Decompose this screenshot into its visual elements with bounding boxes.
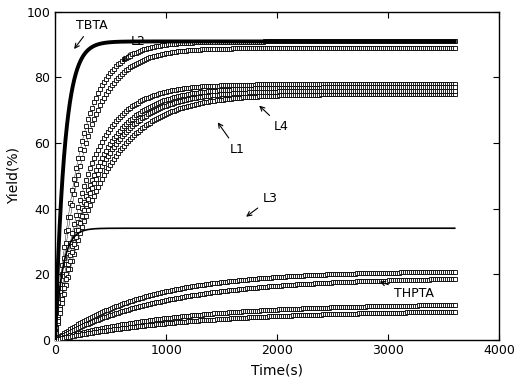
Text: THPTA: THPTA bbox=[381, 281, 434, 300]
Y-axis label: Yield(%): Yield(%) bbox=[7, 147, 21, 204]
Text: L2: L2 bbox=[123, 35, 146, 61]
Text: L3: L3 bbox=[247, 192, 278, 216]
Text: TBTA: TBTA bbox=[75, 18, 108, 48]
Text: L4: L4 bbox=[260, 106, 289, 133]
X-axis label: Time(s): Time(s) bbox=[251, 363, 303, 377]
Text: L1: L1 bbox=[218, 123, 244, 156]
